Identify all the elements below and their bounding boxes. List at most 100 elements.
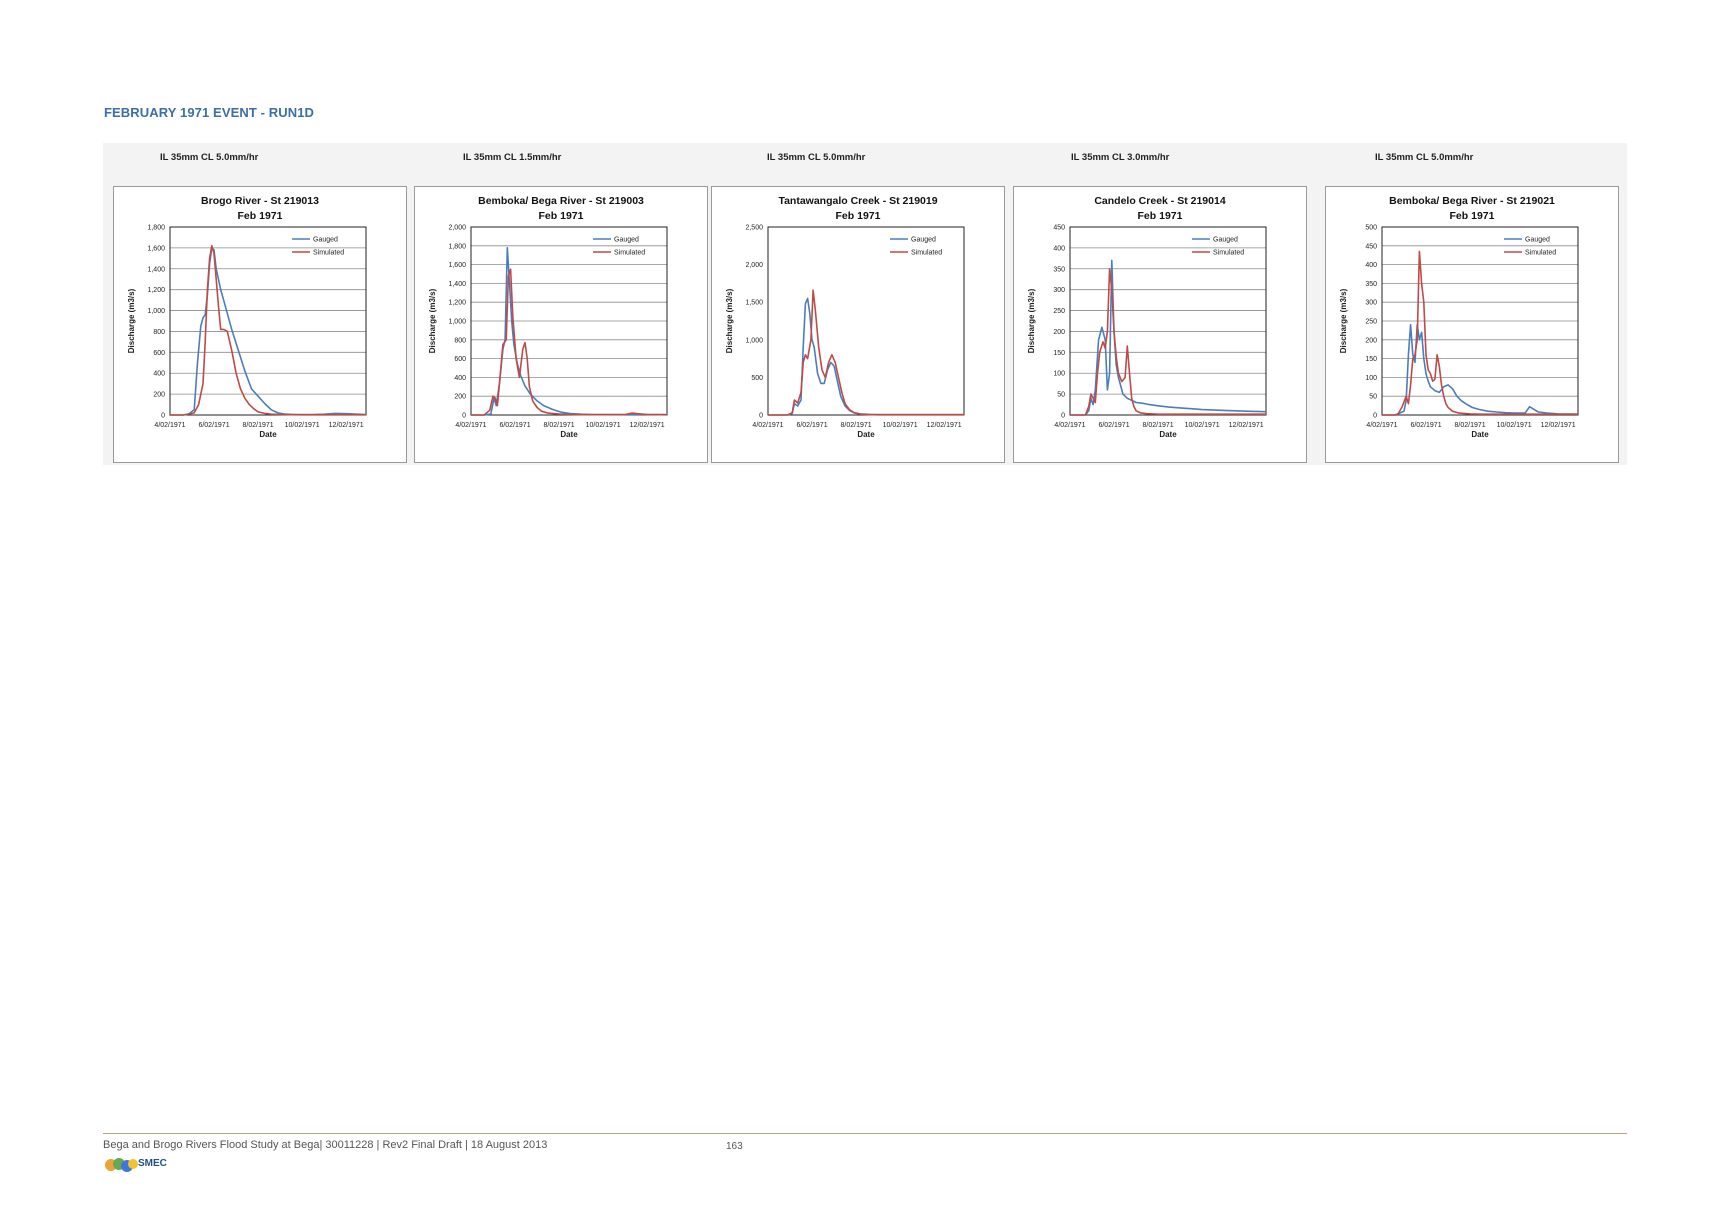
y-tick-label: 0 bbox=[1373, 413, 1377, 420]
y-tick-label: 0 bbox=[161, 413, 165, 420]
x-tick-label: 10/02/1971 bbox=[1497, 422, 1532, 429]
series-line-gauged bbox=[471, 246, 667, 416]
chart-subtitle: Feb 1971 bbox=[1450, 210, 1495, 222]
legend-label-simulated: Simulated bbox=[1213, 250, 1244, 257]
y-tick-label: 200 bbox=[153, 392, 165, 399]
y-axis-label: Discharge (m3/s) bbox=[1339, 288, 1348, 353]
y-tick-label: 1,600 bbox=[448, 262, 466, 269]
y-tick-label: 0 bbox=[1061, 413, 1065, 420]
y-tick-label: 300 bbox=[1053, 287, 1065, 294]
x-tick-label: 4/02/1971 bbox=[455, 422, 486, 429]
smec-logo-icon bbox=[105, 1158, 138, 1172]
x-axis-label: Date bbox=[857, 430, 875, 439]
x-tick-label: 6/02/1971 bbox=[198, 422, 229, 429]
series-line-simulated bbox=[170, 244, 366, 416]
y-tick-label: 100 bbox=[1053, 371, 1065, 378]
legend-label-gauged: Gauged bbox=[1525, 237, 1550, 244]
chart-panel-2: Bemboka/ Bega River - St 219003 Feb 1971 0… bbox=[414, 186, 708, 463]
y-tick-label: 800 bbox=[153, 329, 165, 336]
series-line-simulated bbox=[1070, 268, 1266, 416]
y-tick-label: 0 bbox=[759, 413, 763, 420]
chart-title: Bemboka/ Bega River - St 219003 bbox=[478, 195, 644, 207]
y-tick-label: 500 bbox=[751, 375, 763, 382]
chart-subtitle: Feb 1971 bbox=[1138, 210, 1183, 222]
chart-caption-2: IL 35mm CL 1.5mm/hr bbox=[463, 152, 562, 163]
y-tick-label: 100 bbox=[1365, 375, 1377, 382]
y-tick-label: 200 bbox=[454, 394, 466, 401]
y-tick-label: 1,000 bbox=[448, 319, 466, 326]
series-line-simulated bbox=[471, 268, 668, 416]
y-axis-label: Discharge (m3/s) bbox=[725, 288, 734, 353]
legend-label-simulated: Simulated bbox=[911, 250, 942, 257]
chart-svg: Bemboka/ Bega River - St 219021 Feb 1971 0… bbox=[1339, 195, 1579, 439]
chart-svg: Bemboka/ Bega River - St 219003 Feb 1971 0… bbox=[428, 195, 668, 439]
x-tick-label: 8/02/1971 bbox=[841, 422, 872, 429]
y-tick-label: 800 bbox=[454, 337, 466, 344]
y-axis-label: Discharge (m3/s) bbox=[1027, 288, 1036, 353]
chart-subtitle: Feb 1971 bbox=[539, 210, 584, 222]
y-tick-label: 1,200 bbox=[448, 300, 466, 307]
legend-label-simulated: Simulated bbox=[1525, 250, 1556, 257]
page-heading: FEBRUARY 1971 EVENT - RUN1D bbox=[104, 105, 315, 120]
x-tick-label: 12/02/1971 bbox=[329, 422, 364, 429]
chart-panel-3: Tantawangalo Creek - St 219019 Feb 1971 0 5… bbox=[711, 186, 1005, 463]
chart-svg: Tantawangalo Creek - St 219019 Feb 1971 0 5… bbox=[725, 195, 965, 439]
chart-svg: Brogo River - St 219013 Feb 1971 0 200 400 60… bbox=[127, 195, 367, 439]
y-tick-label: 2,000 bbox=[745, 262, 763, 269]
x-tick-label: 12/02/1971 bbox=[927, 422, 962, 429]
chart-caption-4: IL 35mm CL 3.0mm/hr bbox=[1071, 152, 1170, 163]
y-tick-label: 200 bbox=[1365, 337, 1377, 344]
y-tick-label: 350 bbox=[1053, 266, 1065, 273]
y-axis-label: Discharge (m3/s) bbox=[127, 288, 136, 353]
chart-caption-1: IL 35mm CL 5.0mm/hr bbox=[160, 152, 259, 163]
footer-rule bbox=[103, 1133, 1627, 1134]
chart-panel-5: Bemboka/ Bega River - St 219021 Feb 1971 0… bbox=[1325, 186, 1619, 463]
y-tick-label: 500 bbox=[1365, 225, 1377, 232]
y-tick-label: 1,500 bbox=[745, 300, 763, 307]
chart-caption-5: IL 35mm CL 5.0mm/hr bbox=[1375, 152, 1474, 163]
footer-text: Bega and Brogo Rivers Flood Study at Beg… bbox=[103, 1139, 548, 1151]
y-tick-label: 1,800 bbox=[147, 225, 165, 232]
x-tick-label: 8/02/1971 bbox=[544, 422, 575, 429]
chart-title: Bemboka/ Bega River - St 219021 bbox=[1389, 195, 1555, 207]
y-tick-label: 1,400 bbox=[147, 266, 165, 273]
chart-title: Tantawangalo Creek - St 219019 bbox=[778, 195, 937, 207]
x-tick-label: 8/02/1971 bbox=[1143, 422, 1174, 429]
y-tick-label: 600 bbox=[454, 356, 466, 363]
page-number: 163 bbox=[726, 1141, 743, 1152]
legend-label-gauged: Gauged bbox=[911, 237, 936, 244]
x-tick-label: 4/02/1971 bbox=[1054, 422, 1085, 429]
y-tick-label: 250 bbox=[1053, 308, 1065, 315]
plot-area bbox=[169, 226, 367, 416]
x-axis-label: Date bbox=[1471, 430, 1489, 439]
x-tick-label: 6/02/1971 bbox=[1410, 422, 1441, 429]
chart-svg: Candelo Creek - St 219014 Feb 1971 0 50 100 1… bbox=[1027, 195, 1267, 439]
logo-text: SMEC bbox=[138, 1158, 167, 1169]
y-tick-label: 400 bbox=[1365, 262, 1377, 269]
y-tick-label: 2,000 bbox=[448, 225, 466, 232]
y-tick-label: 250 bbox=[1365, 319, 1377, 326]
series-line-gauged bbox=[1070, 259, 1267, 416]
legend-label-simulated: Simulated bbox=[614, 250, 645, 257]
legend-label-simulated: Simulated bbox=[313, 250, 344, 257]
y-tick-label: 1,000 bbox=[147, 308, 165, 315]
series-line-simulated bbox=[768, 289, 964, 416]
x-tick-label: 12/02/1971 bbox=[630, 422, 665, 429]
x-tick-label: 10/02/1971 bbox=[883, 422, 918, 429]
x-tick-label: 12/02/1971 bbox=[1229, 422, 1264, 429]
chart-subtitle: Feb 1971 bbox=[238, 210, 283, 222]
x-tick-label: 6/02/1971 bbox=[499, 422, 530, 429]
series-line-gauged bbox=[1382, 324, 1579, 416]
x-tick-label: 4/02/1971 bbox=[1366, 422, 1397, 429]
legend-label-gauged: Gauged bbox=[1213, 237, 1238, 244]
y-tick-label: 450 bbox=[1053, 225, 1065, 232]
y-tick-label: 1,400 bbox=[448, 281, 466, 288]
y-tick-label: 1,600 bbox=[147, 245, 165, 252]
y-tick-label: 1,200 bbox=[147, 287, 165, 294]
y-tick-label: 2,500 bbox=[745, 225, 763, 232]
y-tick-label: 450 bbox=[1365, 243, 1377, 250]
legend-label-gauged: Gauged bbox=[313, 237, 338, 244]
y-tick-label: 50 bbox=[1057, 392, 1065, 399]
series-line-gauged bbox=[768, 297, 964, 416]
x-tick-label: 10/02/1971 bbox=[586, 422, 621, 429]
